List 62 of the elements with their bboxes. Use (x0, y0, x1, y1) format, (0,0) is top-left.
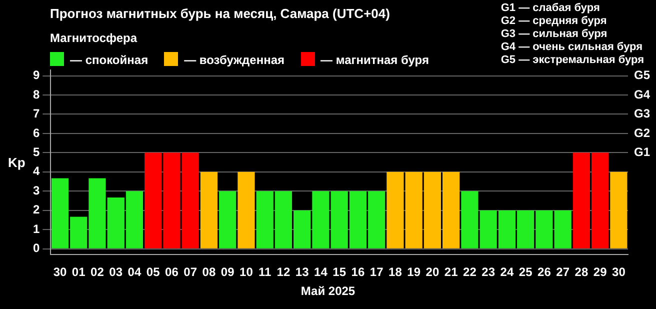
x-tick-label: 17 (370, 265, 384, 280)
x-tick-label: 09 (220, 265, 235, 280)
legend-label: — спокойная (69, 52, 148, 67)
x-tick-label: 25 (518, 265, 533, 280)
text: G2 (634, 126, 650, 140)
x-tick-label: 07 (184, 265, 198, 280)
legend-label: — магнитная буря (320, 52, 429, 67)
x-tick-label: 03 (109, 265, 123, 280)
y-tick-label: 1 (32, 222, 40, 236)
y-tick-label: 3 (32, 183, 40, 198)
x-tick-label: 26 (538, 265, 552, 280)
x-tick-label: 15 (332, 265, 346, 280)
x-tick-label: 14 (314, 265, 328, 280)
x-tick-label: 04 (128, 265, 142, 280)
x-tick-label: 02 (90, 265, 104, 280)
y-tick-label: 6 (32, 126, 40, 140)
x-tick-label: 06 (165, 265, 179, 280)
x-tick-label: 01 (72, 265, 86, 280)
y-tick-label: 0 (32, 241, 40, 256)
y-tick-label: 8 (32, 87, 40, 102)
x-tick-label: 13 (295, 265, 310, 280)
x-tick-label: 28 (574, 265, 588, 280)
text: G3 (634, 106, 650, 121)
y-tick-label: 9 (32, 68, 40, 82)
x-tick-label: 10 (240, 265, 254, 280)
x-tick-label: 22 (463, 265, 477, 280)
x-tick-label: 24 (500, 265, 514, 280)
y-tick-label: 7 (32, 106, 40, 121)
text: G4 — очень сильная буря (500, 41, 644, 54)
x-tick-label: 08 (202, 265, 216, 280)
legend-label: — возбужденная (183, 52, 285, 67)
y-tick-label: 4 (32, 164, 40, 178)
x-tick-label: 11 (258, 265, 272, 280)
x-tick-label: 29 (593, 265, 608, 280)
y-tick-label: 5 (32, 145, 40, 159)
bar (219, 191, 236, 248)
x-tick-label: 30 (53, 265, 67, 280)
text: G1 (634, 145, 650, 159)
y-tick-label: 2 (32, 202, 40, 217)
x-tick-label: 30 (612, 265, 626, 280)
x-tick-label: 18 (388, 265, 402, 280)
bar (610, 172, 628, 248)
x-tick-label: 05 (146, 265, 160, 280)
bar (238, 172, 255, 248)
text: G3 — сильная буря (500, 28, 608, 41)
x-axis-title: Май 2025 (300, 284, 356, 298)
text: G5 (634, 68, 650, 82)
x-tick-label: 23 (482, 265, 496, 280)
x-tick-label: 20 (426, 265, 440, 280)
x-tick-label: 19 (407, 265, 421, 280)
x-tick-label: 27 (556, 265, 570, 280)
x-tick-label: 12 (276, 265, 290, 280)
bar (200, 172, 218, 248)
x-tick-label: 21 (444, 265, 458, 280)
chart-title: Прогноз магнитных бурь на месяц, Самара (UTC+04) (50, 6, 390, 21)
x-tick-label: 16 (351, 265, 365, 280)
text: G4 (634, 87, 650, 102)
text: G5 — экстремальная буря (500, 54, 644, 67)
legend-title: Магнитосфера (50, 31, 138, 45)
text: G2 — средняя буря (500, 15, 608, 28)
y-axis-title: Kp (8, 155, 26, 170)
text: G1 — слабая буря (500, 2, 601, 15)
